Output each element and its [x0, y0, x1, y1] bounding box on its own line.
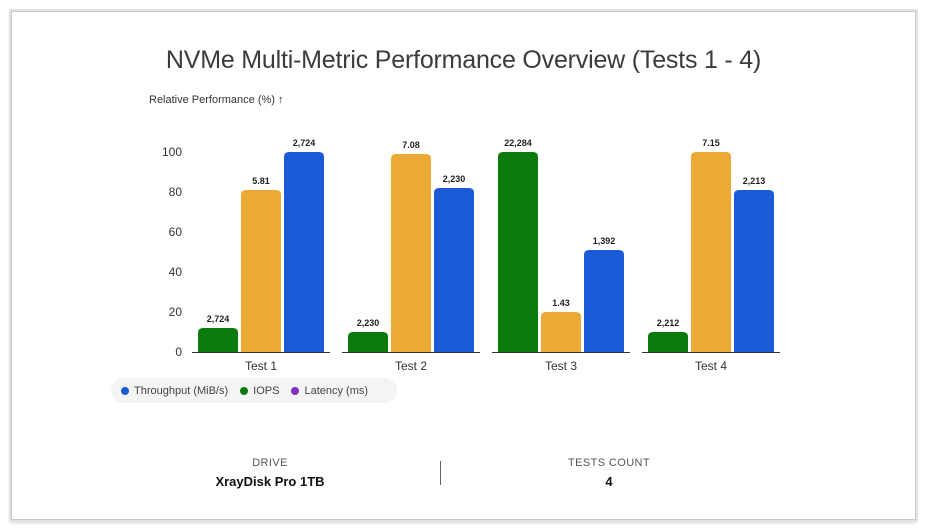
legend-swatch-icon: [291, 386, 300, 395]
data-label: 2,213: [743, 176, 766, 186]
bar-orange-2: [391, 154, 431, 352]
bar-green-2: [348, 332, 388, 352]
data-label: 7.15: [702, 138, 720, 148]
y-tick-label: 100: [162, 145, 182, 159]
y-tick-label: 40: [169, 265, 183, 279]
x-tick-label: Test 4: [695, 359, 727, 373]
bar-blue-2: [434, 188, 474, 352]
y-tick-label: 80: [169, 185, 183, 199]
bar-green-3: [498, 152, 538, 352]
chart-title: NVMe Multi-Metric Performance Overview (…: [165, 46, 762, 74]
data-label: 2,230: [357, 318, 380, 328]
legend-label: Latency (ms): [304, 384, 369, 397]
data-label: 5.81: [252, 176, 270, 186]
tests-count-value: 4: [605, 474, 613, 489]
bar-green-1: [198, 328, 238, 352]
y-tick-label: 60: [169, 225, 183, 239]
data-label: 1,392: [593, 236, 616, 246]
data-label: 7.08: [402, 140, 420, 150]
x-tick-label: Test 1: [245, 359, 277, 373]
legend-item[interactable]: IOPS: [240, 385, 279, 397]
data-label: 2,230: [443, 174, 466, 184]
chart-legend: Throughput (MiB/s) IOPS Latency (ms): [111, 378, 397, 403]
bar-green-4: [648, 332, 688, 352]
bar-orange-3: [541, 312, 581, 352]
data-label: 2,724: [207, 314, 230, 324]
bar-blue-1: [284, 152, 324, 352]
bar-blue-3: [584, 250, 624, 352]
data-label: 1.43: [552, 298, 570, 308]
legend-label: IOPS: [253, 384, 280, 397]
y-axis-label: Relative Performance (%) ↑: [149, 94, 284, 106]
data-label: 22,284: [504, 138, 532, 148]
summary-divider: [440, 461, 441, 485]
drive-value: XrayDisk Pro 1TB: [215, 474, 325, 489]
legend-item[interactable]: Latency (ms): [291, 385, 368, 397]
legend-item[interactable]: Throughput (MiB/s): [121, 385, 228, 397]
legend-label: Throughput (MiB/s): [134, 384, 229, 397]
drive-label: DRIVE: [252, 457, 288, 469]
data-label: 2,724: [293, 138, 316, 148]
data-label: 2,212: [657, 318, 680, 328]
y-tick-label: 20: [169, 305, 183, 319]
x-tick-label: Test 3: [545, 359, 577, 373]
tests-count-label: TESTS COUNT: [567, 457, 650, 469]
bar-orange-4: [691, 152, 731, 352]
legend-swatch-icon: [121, 386, 129, 395]
legend-swatch-icon: [240, 386, 249, 395]
bar-blue-4: [734, 190, 774, 352]
bar-orange-1: [241, 190, 281, 352]
y-tick-label: 0: [175, 345, 182, 359]
x-tick-label: Test 2: [395, 359, 427, 373]
